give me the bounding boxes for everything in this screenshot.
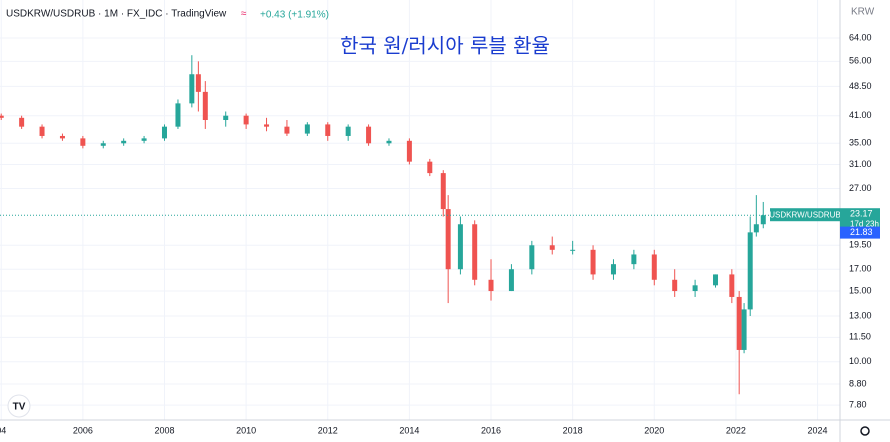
header-icon: ≈ — [241, 9, 247, 20]
candle-body — [440, 173, 446, 210]
y-unit: KRW — [851, 7, 875, 18]
last-price: 23.17 — [850, 209, 873, 219]
candle-body — [345, 126, 351, 136]
candle-body — [651, 254, 657, 280]
candle-body — [508, 269, 514, 292]
grid — [0, 0, 840, 420]
candle-body — [19, 117, 25, 127]
candle-body — [386, 140, 392, 144]
x-tick-label: 04 — [0, 425, 6, 435]
x-tick-label: 2014 — [399, 425, 419, 435]
y-tick-label: 19.50 — [849, 240, 872, 250]
candle-body — [304, 124, 310, 134]
series-tag-bg — [770, 208, 840, 222]
candle-body — [0, 115, 4, 118]
tv-logo: TV — [7, 394, 31, 418]
candle-body — [223, 115, 229, 120]
symbol-info: USDKRW/USDRUB · 1M · FX_IDC · TradingVie… — [6, 9, 227, 20]
y-tick-label: 15.00 — [849, 285, 872, 295]
x-tick-label: 2016 — [481, 425, 501, 435]
axes: 7.80 8.80 10.00 11.50 13.00 15.00 17.00 19.50 27… — [0, 32, 880, 435]
last-price-bg — [840, 208, 880, 231]
x-tick-label: 2018 — [563, 425, 583, 435]
y-tick-label: 17.00 — [849, 264, 872, 274]
candle-body — [202, 91, 208, 120]
candle-body — [406, 140, 412, 162]
candle-body — [713, 274, 719, 286]
y-tick-label: 31.00 — [849, 159, 872, 169]
y-tick-label: 11.50 — [849, 332, 871, 342]
x-tick-label: 2008 — [154, 425, 174, 435]
prev-close-bg — [840, 226, 880, 239]
candle-body — [741, 309, 747, 350]
x-tick-label: 2024 — [808, 425, 828, 435]
candle-body — [472, 224, 478, 280]
candle-body — [445, 209, 451, 270]
y-tick-label: 13.00 — [849, 310, 872, 320]
y-tick-label: 27.00 — [849, 183, 872, 193]
candle-body — [121, 140, 127, 144]
candle-body — [760, 215, 766, 225]
candle-body — [59, 135, 65, 139]
y-tick-label: 8.80 — [849, 378, 867, 388]
candle-body — [80, 138, 86, 146]
y-tick-label: 35.00 — [849, 138, 872, 148]
y-tick-label: 10.00 — [849, 356, 872, 366]
candle-body — [39, 126, 45, 136]
candle-body — [457, 224, 463, 270]
y-tick-label: 56.00 — [849, 56, 872, 66]
prev-close: 21.83 — [850, 227, 873, 237]
candle-body — [529, 245, 535, 270]
candle-body — [590, 249, 596, 275]
candle-body — [736, 296, 742, 350]
y-tick-label: 64.00 — [849, 32, 872, 42]
x-tick-label: 2010 — [236, 425, 256, 435]
candle-body — [753, 224, 759, 233]
chart-title: 한국 원/러시아 루블 환율 — [340, 34, 550, 58]
candle-body — [427, 161, 433, 174]
x-tick-label: 2020 — [644, 425, 664, 435]
candle-body — [195, 74, 201, 92]
y-tick-label: 7.80 — [849, 399, 867, 409]
candle-body — [284, 126, 290, 134]
settings-icon[interactable] — [860, 426, 870, 436]
series-tag: USDKRW/USDRUB — [769, 210, 840, 219]
candle-body — [747, 232, 753, 310]
candle-body — [692, 285, 698, 292]
x-tick-label: 2012 — [318, 425, 338, 435]
candle-body — [189, 74, 195, 104]
candle-body — [610, 264, 616, 275]
plot — [0, 55, 840, 395]
price-change: +0.43 (+1.91%) — [260, 10, 329, 21]
candle-body — [549, 245, 555, 250]
y-tick-label: 41.00 — [849, 110, 872, 120]
candle-body — [570, 249, 576, 251]
candle-body — [488, 279, 494, 292]
y-tick-label: 48.50 — [849, 81, 872, 91]
candle-body — [175, 103, 181, 127]
countdown: 17d 23h — [850, 219, 879, 228]
svg-text:TV: TV — [13, 402, 26, 413]
candle-body — [100, 143, 106, 146]
candle-body — [264, 124, 270, 127]
candle-body — [243, 115, 249, 125]
candle-body — [161, 126, 167, 139]
candle-body — [366, 126, 372, 144]
candle-body — [729, 274, 735, 297]
candle-body — [325, 124, 331, 136]
x-tick-label: 2006 — [73, 425, 93, 435]
x-tick-label: 2022 — [726, 425, 746, 435]
candle-body — [141, 138, 147, 141]
candle-body — [631, 254, 637, 265]
candle-body — [672, 279, 678, 292]
